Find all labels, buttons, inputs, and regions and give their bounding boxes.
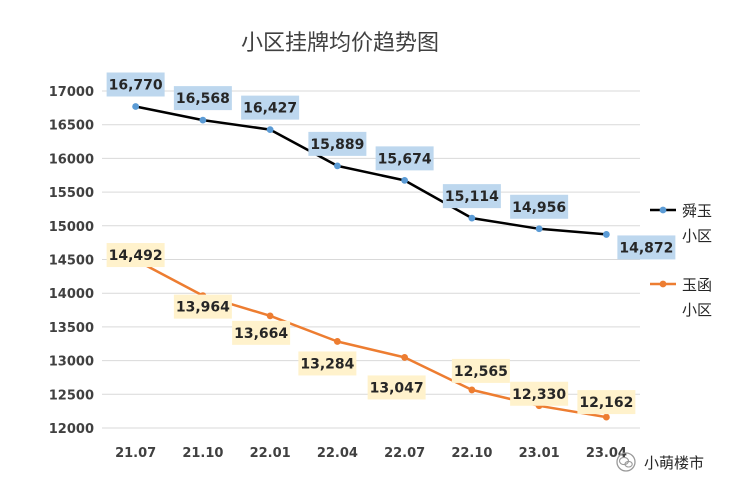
- chart-title: 小区挂牌均价趋势图: [241, 31, 439, 56]
- x-tick-label: 22.07: [384, 446, 425, 461]
- y-tick-label: 13500: [49, 321, 94, 336]
- data-label: 13,664: [234, 326, 288, 342]
- data-label: 16,568: [176, 91, 230, 107]
- data-label-box: [173, 294, 232, 319]
- data-point: [333, 338, 341, 345]
- data-label-box: [106, 72, 165, 97]
- x-tick-label: 23.01: [519, 446, 560, 461]
- data-point: [602, 231, 610, 238]
- data-label: 15,114: [445, 189, 499, 205]
- legend-label: 小区: [682, 227, 712, 245]
- y-tick-label: 17000: [49, 85, 94, 100]
- data-label: 14,956: [512, 200, 566, 216]
- series-line: [135, 105, 607, 236]
- data-label: 16,427: [243, 101, 297, 117]
- data-label-box: [451, 358, 510, 383]
- data-point: [132, 103, 140, 110]
- legend-label: 舜玉: [682, 202, 712, 220]
- data-label-box: [510, 381, 569, 406]
- data-labels: 16,770 16,568 16,427 15,889 15,674 15,114 14,9…: [106, 72, 676, 415]
- legend-swatch-marker: [659, 206, 667, 214]
- data-label-box: [106, 243, 165, 268]
- legend-label: 小区: [682, 301, 712, 319]
- data-label: 14,492: [109, 248, 163, 264]
- data-point: [602, 413, 610, 421]
- data-label: 12,565: [454, 364, 508, 380]
- x-tick-label: 23.04: [586, 446, 627, 461]
- data-label-box: [367, 375, 426, 400]
- y-axis: 17000 16500 16000 15500 15000 14500 14000 13500…: [49, 85, 94, 437]
- data-label-box: [232, 320, 291, 345]
- watermark-text: 小萌楼市: [644, 454, 704, 472]
- data-label: 15,674: [378, 151, 432, 167]
- data-point: [468, 214, 476, 222]
- data-label-box: [510, 194, 569, 219]
- data-label: 13,047: [370, 380, 424, 396]
- legend-swatch-marker: [659, 280, 667, 288]
- data-point: [401, 354, 409, 361]
- data-label-box: [308, 131, 367, 156]
- x-tick-label: 21.07: [115, 446, 156, 461]
- x-tick-label: 22.04: [317, 446, 358, 461]
- data-label-box: [617, 235, 676, 260]
- y-tick-label: 16500: [49, 119, 94, 134]
- y-tick-label: 12500: [49, 388, 94, 403]
- data-point: [199, 116, 207, 124]
- x-tick-label: 22.01: [250, 446, 291, 461]
- data-label-box: [298, 351, 357, 376]
- y-tick-label: 15500: [49, 186, 94, 201]
- data-label-box: [375, 146, 434, 171]
- x-tick-label: 21.10: [182, 446, 223, 461]
- y-tick-label: 12000: [49, 422, 94, 437]
- series-lines: [132, 103, 610, 421]
- y-tick-label: 14500: [49, 254, 94, 269]
- wechat-icon: [616, 452, 636, 472]
- data-label-box: [442, 184, 501, 209]
- data-label: 13,284: [300, 356, 354, 372]
- legend-label: 玉函: [682, 276, 712, 294]
- data-point: [266, 126, 274, 134]
- data-label-box: [173, 86, 232, 111]
- y-tick-label: 13000: [49, 355, 94, 370]
- data-point: [266, 312, 274, 320]
- data-point: [333, 162, 341, 170]
- data-label: 15,889: [310, 137, 364, 153]
- data-label-box: [241, 95, 300, 120]
- x-tick-label: 22.10: [451, 446, 492, 461]
- y-tick-label: 16000: [49, 152, 94, 167]
- data-label: 13,964: [176, 300, 230, 316]
- data-point: [401, 176, 409, 184]
- y-tick-label: 14000: [49, 287, 94, 302]
- y-tick-label: 15000: [49, 220, 94, 235]
- watermark: 小萌楼市: [616, 452, 704, 472]
- data-point: [468, 386, 476, 394]
- x-axis: 21.07 21.10 22.01 22.04 22.07 22.10 23.01 23.04: [115, 446, 627, 461]
- data-point: [535, 225, 543, 233]
- data-label: 12,330: [512, 387, 566, 403]
- data-label-box: [577, 390, 636, 415]
- data-label: 12,162: [579, 395, 633, 411]
- data-label: 16,770: [109, 78, 163, 94]
- data-label: 14,872: [619, 240, 673, 256]
